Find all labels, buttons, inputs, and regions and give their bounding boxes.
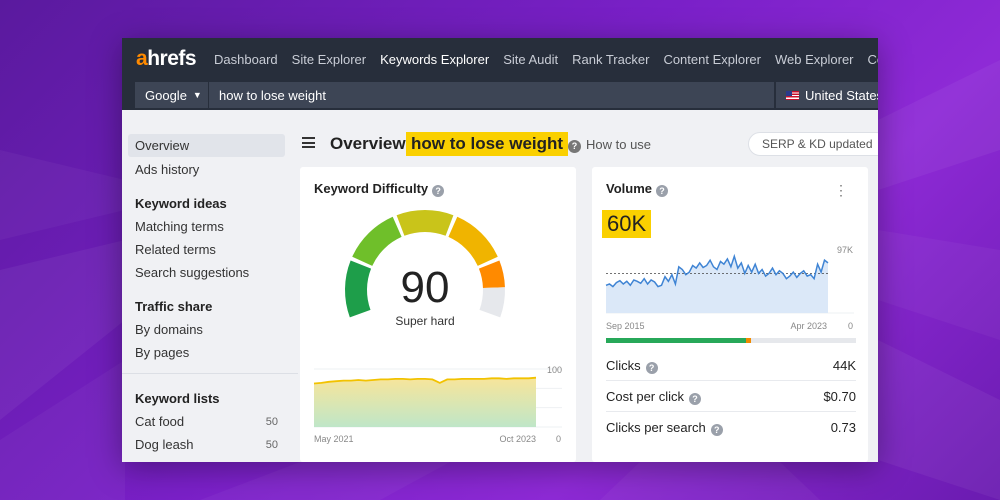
keyword-search-bar: Google ▼ how to lose weight United State…	[122, 80, 878, 110]
country-label: United States	[805, 87, 878, 103]
page-title-keyword: how to lose weight	[406, 132, 569, 156]
sidebar-list-count: 50	[265, 416, 278, 428]
serp-kd-updated-badge[interactable]: SERP & KD updated	[748, 132, 878, 156]
gauge-segment-empty	[479, 287, 505, 318]
page-title: Overview:	[330, 134, 412, 153]
nav-site-explorer[interactable]: Site Explorer	[291, 51, 367, 67]
kd-card-graphics: 90 Super hard 100 0 May 2021 Oct 2023	[313, 210, 562, 444]
kd-score: 90	[401, 263, 450, 312]
help-icon: ?	[568, 140, 581, 153]
volume-axis-end: Apr 2023	[790, 321, 827, 331]
ahrefs-window: ahrefs Dashboard Site Explorer Keywords …	[122, 38, 878, 462]
row-divider	[606, 380, 856, 381]
clicks-per-search-row: Clicks per search? 0.73	[606, 420, 856, 436]
sidebar-list-count: 50	[265, 439, 278, 451]
ahrefs-logo[interactable]: ahrefs	[136, 47, 197, 70]
us-flag-icon	[786, 90, 799, 100]
kd-label: Super hard	[395, 314, 454, 328]
nav-dashboard[interactable]: Dashboard	[214, 51, 278, 67]
distribution-bar-segment	[746, 338, 751, 343]
sidebar-heading-traffic-share: Traffic share	[135, 299, 213, 314]
volume-value: 60K	[602, 210, 652, 238]
how-to-use-link[interactable]: ? How to use	[568, 137, 651, 153]
kd-axis-max: 100	[547, 365, 562, 375]
caret-down-icon: ▼	[192, 90, 202, 100]
clicks-row: Clicks? 44K	[606, 358, 856, 374]
gauge-segment	[396, 210, 454, 236]
distribution-bar-segment	[606, 338, 746, 343]
volume-line	[605, 253, 829, 288]
cps-value: 0.73	[830, 420, 856, 435]
kd-card-title: Keyword Difficulty?	[314, 181, 445, 197]
volume-axis-start: Sep 2015	[606, 321, 645, 331]
sidebar-divider	[122, 373, 298, 374]
volume-axis-max: 97K	[837, 245, 853, 255]
sidebar-item-search-suggestions[interactable]: Search suggestions	[135, 265, 250, 280]
sidebar: Overview Ads history Keyword ideas Match…	[122, 120, 298, 462]
nav-content-explorer[interactable]: Content Explorer	[663, 51, 761, 67]
distribution-bar-segment	[751, 338, 856, 343]
volume-area	[606, 256, 828, 313]
sidebar-heading-keyword-lists: Keyword lists	[135, 391, 220, 406]
help-icon[interactable]: ?	[689, 393, 702, 405]
more-options-icon[interactable]: ⋮	[834, 182, 848, 198]
country-select[interactable]: United States	[776, 82, 878, 108]
kd-area	[314, 377, 536, 427]
help-icon[interactable]: ?	[656, 185, 668, 197]
gauge-segment	[478, 260, 505, 288]
sidebar-item-ads-history[interactable]: Ads history	[135, 162, 200, 177]
kd-axis-end: Oct 2023	[499, 434, 536, 444]
volume-graphics: 97K 0 Sep 2015 Apr 2023	[605, 245, 856, 343]
search-engine-select[interactable]: Google ▼	[135, 82, 208, 108]
sidebar-item-by-pages[interactable]: By pages	[135, 345, 190, 360]
keyword-difficulty-card: Keyword Difficulty? 90 Super hard 100 0 …	[300, 167, 576, 462]
main-content: Overview: how to lose weight ? How to use…	[298, 120, 878, 462]
kd-gauge	[345, 210, 505, 318]
cost-per-click-row: Cost per click? $0.70	[606, 389, 856, 405]
sidebar-item-related-terms[interactable]: Related terms	[135, 242, 216, 257]
volume-card: Volume? ⋮ 60K 97K 0 Sep 2015 Apr 2023 Cl…	[592, 167, 868, 462]
sidebar-list-dog-leash[interactable]: Dog leash	[135, 437, 194, 452]
keyword-input[interactable]: how to lose weight	[209, 82, 774, 108]
sidebar-heading-keyword-ideas: Keyword ideas	[135, 196, 227, 211]
nav-rank-tracker[interactable]: Rank Tracker	[572, 51, 650, 67]
nav-truncated-item[interactable]: Com	[867, 51, 878, 67]
sidebar-item-overview[interactable]: Overview	[128, 134, 285, 157]
gauge-segment	[345, 260, 372, 318]
help-icon[interactable]: ?	[432, 185, 445, 197]
search-engine-label: Google	[145, 87, 187, 103]
cpc-value: $0.70	[823, 389, 856, 404]
volume-card-title: Volume?	[606, 181, 668, 197]
volume-history-chart	[605, 253, 854, 314]
kd-line	[313, 376, 537, 385]
kd-axis-min: 0	[556, 434, 561, 444]
gauge-segment	[448, 216, 498, 266]
nav-keywords-explorer[interactable]: Keywords Explorer	[380, 51, 490, 67]
help-icon[interactable]: ?	[645, 362, 658, 374]
kd-axis-start: May 2021	[314, 434, 354, 444]
menu-icon[interactable]	[302, 137, 315, 148]
row-divider	[606, 411, 856, 412]
sidebar-item-matching-terms[interactable]: Matching terms	[135, 219, 224, 234]
sidebar-list-cat-food[interactable]: Cat food	[135, 414, 185, 429]
sidebar-item-by-domains[interactable]: By domains	[135, 322, 203, 337]
gauge-segment	[352, 216, 402, 266]
help-icon[interactable]: ?	[710, 424, 723, 436]
nav-web-explorer[interactable]: Web Explorer	[775, 51, 854, 67]
nav-site-audit[interactable]: Site Audit	[503, 51, 559, 67]
top-navigation: ahrefs Dashboard Site Explorer Keywords …	[122, 38, 878, 80]
volume-axis-min: 0	[848, 321, 853, 331]
volume-distribution-bar	[606, 338, 856, 343]
kd-history-chart	[313, 368, 562, 428]
clicks-value: 44K	[832, 358, 856, 373]
